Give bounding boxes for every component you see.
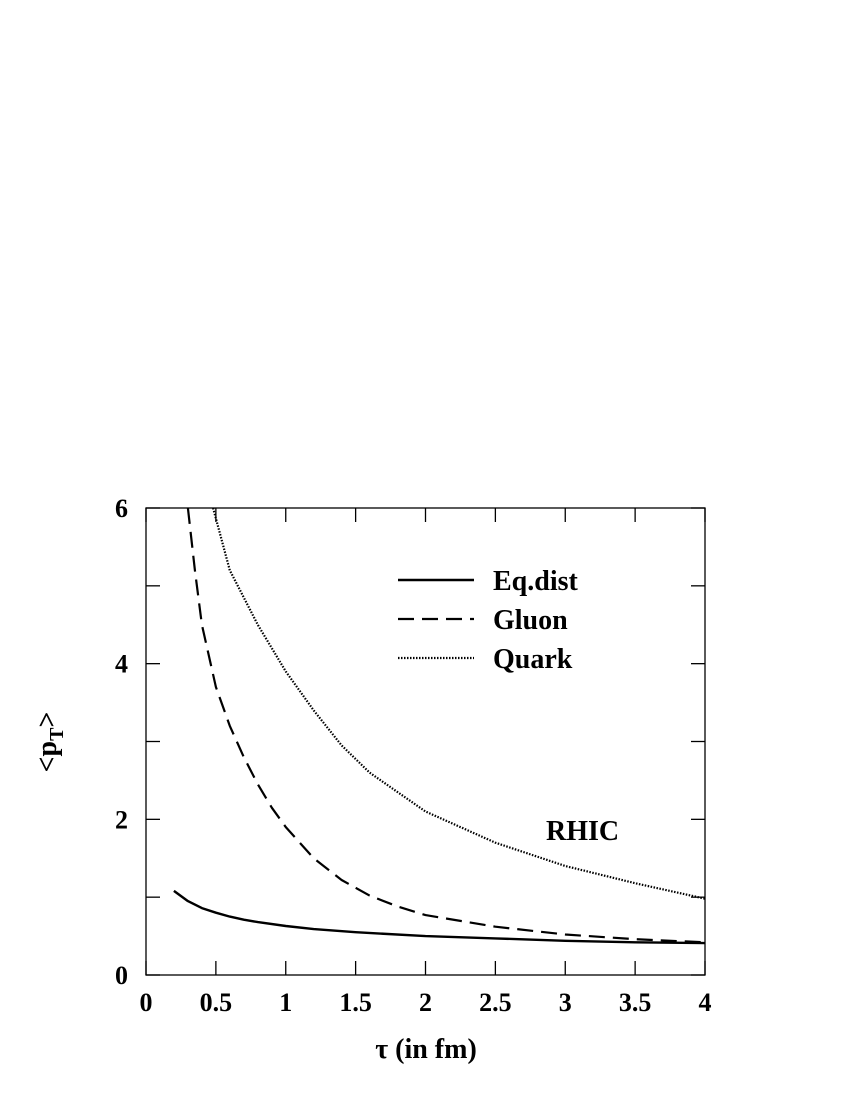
x-tick-label: 3.5 bbox=[619, 988, 652, 1017]
y-axis-title-suffix: > bbox=[32, 712, 63, 728]
series-line-eq-dist bbox=[173, 889, 706, 945]
legend-label-quark: Quark bbox=[493, 644, 573, 675]
x-tick-labels: 0 0.5 1 1.5 2 2.5 3 3.5 4 bbox=[140, 988, 712, 1017]
y-axis-title: <pT> bbox=[32, 712, 68, 773]
annotation-rhic: RHIC bbox=[546, 816, 619, 847]
series-line-quark bbox=[212, 507, 706, 900]
x-tick-label: 1.5 bbox=[339, 988, 372, 1017]
y-tick-label: 6 bbox=[115, 494, 128, 523]
x-tick-label: 0.5 bbox=[200, 988, 233, 1017]
x-tick-label: 4 bbox=[699, 988, 712, 1017]
x-tick-label: 2 bbox=[419, 988, 432, 1017]
x-tick-label: 2.5 bbox=[479, 988, 512, 1017]
series-group bbox=[173, 507, 706, 945]
x-tick-label: 1 bbox=[279, 988, 292, 1017]
y-tick-labels: 0 2 4 6 bbox=[115, 494, 128, 990]
legend-label-eq-dist: Eq.dist bbox=[493, 566, 578, 597]
y-axis-title-subscript: T bbox=[46, 727, 68, 741]
x-tick-label: 3 bbox=[559, 988, 572, 1017]
x-axis-title: τ (in fm) bbox=[375, 1034, 477, 1065]
y-axis-title-main: <p bbox=[32, 741, 63, 773]
y-tick-label: 4 bbox=[115, 650, 128, 679]
legend: Eq.dist Gluon Quark bbox=[398, 566, 578, 675]
plot-frame bbox=[145, 507, 706, 976]
legend-label-gluon: Gluon bbox=[493, 605, 568, 636]
series-line-gluon bbox=[186, 507, 706, 944]
axis-ticks bbox=[145, 507, 706, 976]
x-tick-label: 0 bbox=[140, 988, 153, 1017]
y-tick-label: 0 bbox=[115, 961, 128, 990]
y-tick-label: 2 bbox=[115, 805, 128, 834]
